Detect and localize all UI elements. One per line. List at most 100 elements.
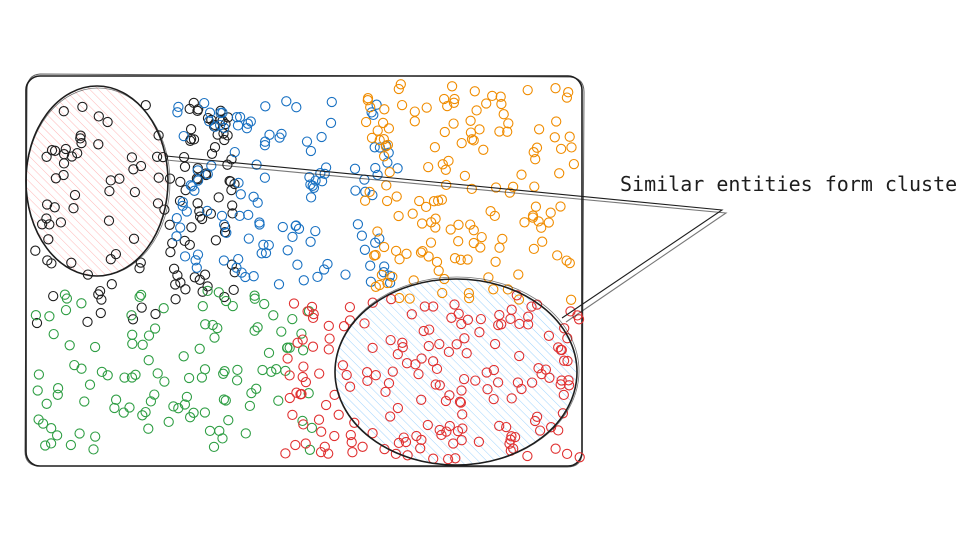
orange-cluster-dot	[549, 132, 560, 143]
green-cluster-dot	[183, 372, 195, 384]
black-cluster-dot	[197, 286, 208, 297]
orange-cluster-dot	[551, 116, 562, 127]
black-cluster-dot	[179, 235, 190, 247]
black-cluster-dot	[128, 233, 140, 244]
blue-cluster-dot	[192, 249, 204, 260]
red-cluster-dot	[316, 426, 327, 437]
black-cluster-dot	[172, 270, 183, 281]
orange-cluster-dot	[446, 81, 458, 92]
orange-cluster-dot	[494, 126, 505, 137]
black-cluster-dot	[219, 226, 231, 238]
red-cluster-dot	[319, 441, 330, 452]
blue-cluster-dot	[231, 262, 242, 273]
orange-cluster-dot	[436, 194, 448, 205]
red-cluster-dot	[450, 453, 461, 464]
green-cluster-dot	[52, 383, 64, 394]
blue-cluster-dot	[312, 271, 323, 283]
orange-cluster-dot	[516, 169, 527, 180]
black-cluster-dot	[206, 148, 218, 159]
blue-cluster-dot	[310, 175, 321, 186]
blue-cluster-dot	[221, 227, 232, 238]
green-cluster-dot	[306, 422, 318, 434]
red-cluster-dot	[284, 392, 295, 404]
red-cluster-dot	[562, 333, 573, 344]
blue-cluster-dot	[185, 180, 196, 191]
black-cluster-dot	[150, 308, 161, 320]
green-cluster-dot	[145, 396, 157, 407]
blue-cluster-dot	[369, 142, 380, 153]
black-cluster-dot	[126, 152, 138, 163]
highlight-fills	[26, 86, 577, 465]
green-cluster-dot	[65, 439, 77, 451]
black-cluster-dot	[58, 149, 70, 160]
orange-cluster-dot	[442, 100, 453, 112]
red-cluster-dot	[287, 409, 298, 421]
red-cluster-dot	[449, 299, 460, 310]
blue-cluster-dot	[173, 101, 184, 113]
orange-cluster-dot	[387, 271, 398, 282]
red-cluster-dot	[422, 419, 433, 431]
orange-cluster-dot	[378, 151, 390, 162]
orange-cluster-dot	[401, 248, 412, 259]
orange-cluster-dot	[365, 102, 376, 113]
blue-cluster-dot	[316, 131, 327, 143]
blue-cluster-dot	[248, 271, 259, 282]
red-cluster-dot	[558, 389, 569, 401]
orange-cluster-dot	[374, 134, 385, 146]
black-cluster-dot	[69, 189, 81, 201]
red-cluster-dot	[489, 338, 501, 350]
red-cluster-dot	[359, 318, 370, 329]
red-cluster-dot	[522, 450, 533, 462]
blue-cluster-dot	[242, 118, 254, 129]
red-cluster-dot	[434, 424, 445, 436]
orange-cluster-dot	[554, 168, 565, 179]
red-cluster-dot	[526, 377, 538, 388]
green-cluster-dot	[52, 389, 63, 400]
orange-cluster-dot	[381, 195, 393, 207]
black-cluster-dot	[168, 263, 180, 274]
red-cluster-dot	[459, 333, 470, 344]
black-cluster-dot	[136, 302, 147, 313]
red-cluster-dot	[367, 297, 378, 308]
orange-cluster-dot	[438, 93, 450, 105]
green-cluster-dot	[251, 383, 262, 394]
red-cluster-dot	[444, 420, 455, 432]
green-cluster-dot	[259, 298, 270, 310]
orange-cluster-dot	[407, 208, 418, 219]
orange-cluster-dot	[471, 105, 482, 116]
orange-cluster-dot	[561, 92, 573, 103]
orange-cluster-dot	[481, 98, 492, 109]
blue-cluster-dot	[190, 255, 201, 266]
orange-cluster-dot	[522, 84, 533, 96]
black-cluster-dot	[66, 257, 77, 268]
red-cluster-dot	[302, 306, 313, 317]
green-cluster-dot	[223, 415, 234, 426]
black-cluster-dot	[36, 219, 48, 230]
orange-cluster-dot	[441, 179, 452, 191]
red-cluster-dot	[307, 341, 319, 352]
blue-cluster-dot	[181, 206, 192, 217]
orange-cluster-dot	[417, 245, 428, 257]
orange-cluster-dot	[552, 250, 563, 261]
orange-cluster-dot	[530, 154, 541, 165]
blue-cluster-dot	[245, 116, 256, 127]
highlight-black-cluster-fill	[26, 86, 168, 276]
blue-cluster-dot	[316, 176, 328, 187]
blue-cluster-dot	[243, 233, 254, 244]
red-cluster-dot	[488, 393, 499, 405]
red-cluster-dot	[329, 430, 340, 442]
black-cluster-dot	[106, 279, 117, 290]
blue-cluster-dot	[241, 123, 253, 134]
blue-cluster-dot	[366, 107, 377, 118]
orange-cluster-dot	[423, 251, 434, 262]
orange-cluster-dot	[465, 115, 476, 126]
green-cluster-dot	[143, 355, 154, 366]
black-cluster-dot	[140, 100, 151, 111]
green-cluster-dot	[84, 379, 96, 390]
callout-pointer	[165, 155, 728, 323]
green-cluster-dot	[152, 368, 163, 379]
blue-cluster-dot	[259, 140, 271, 151]
orange-cluster-dot	[437, 159, 448, 170]
blue-cluster-dot	[281, 96, 292, 107]
red-cluster-dot	[556, 344, 567, 356]
